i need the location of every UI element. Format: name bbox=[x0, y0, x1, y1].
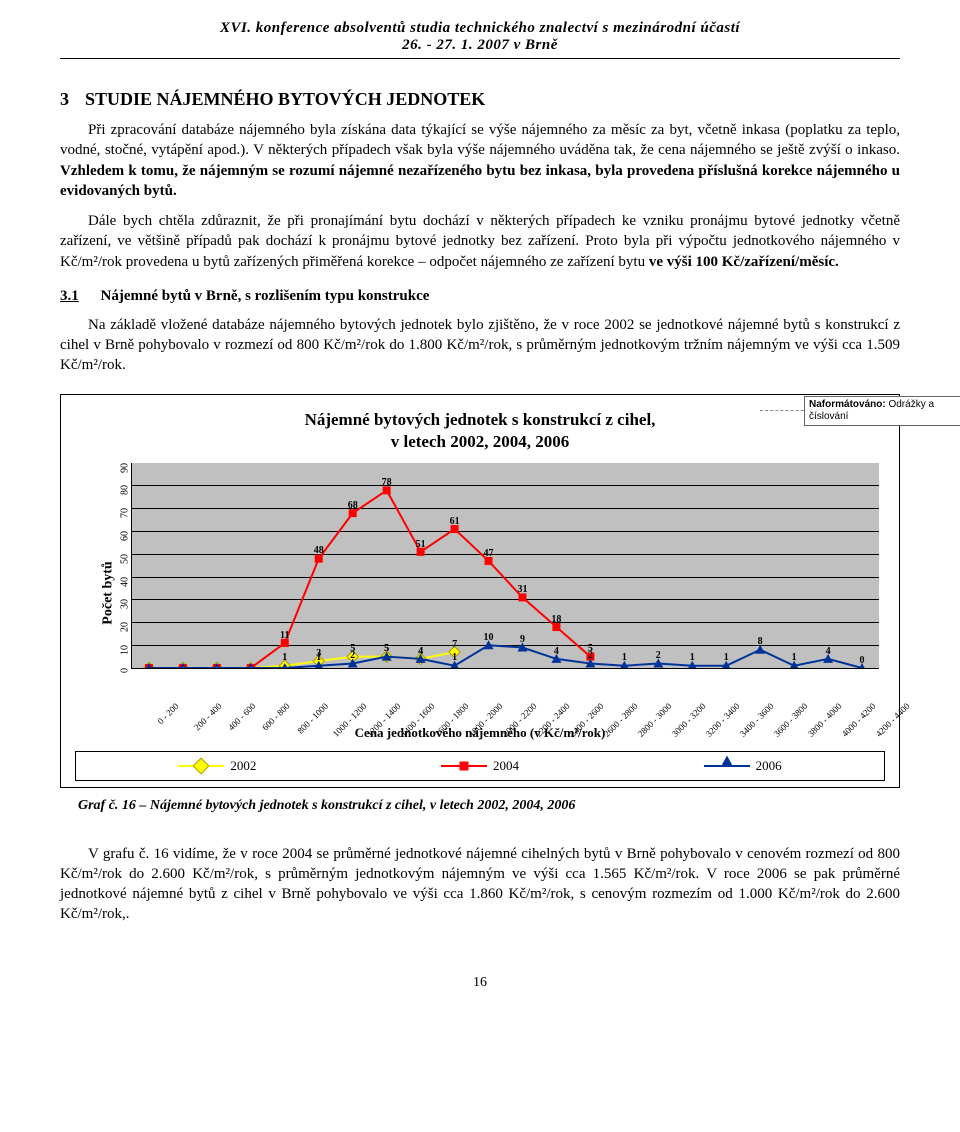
p1-bold: Vzhledem k tomu, že nájemným se rozumí n… bbox=[60, 163, 900, 199]
x-tick-label: 0 - 200 bbox=[155, 701, 180, 726]
page-number: 16 bbox=[60, 975, 900, 991]
paragraph-3: Na základě vložené databáze nájemného by… bbox=[60, 315, 900, 376]
data-label: 5 bbox=[384, 643, 389, 654]
data-label: 1 bbox=[724, 652, 729, 663]
legend-item-2006: 2006 bbox=[704, 758, 782, 774]
data-label: 1 bbox=[622, 652, 627, 663]
legend-swatch-2004 bbox=[441, 765, 487, 767]
page-header: XVI. konference absolventů studia techni… bbox=[60, 20, 900, 59]
diamond-icon bbox=[193, 757, 210, 774]
data-label: 31 bbox=[517, 584, 527, 595]
paragraph-after-chart: V grafu č. 16 vidíme, že v roce 2004 se … bbox=[60, 844, 900, 925]
subsection-title: Nájemné bytů v Brně, s rozlišením typu k… bbox=[101, 288, 430, 304]
data-label: 1 bbox=[316, 652, 321, 663]
data-label: 4 bbox=[554, 646, 559, 657]
chart-legend: 2002 2004 2006 bbox=[75, 751, 885, 781]
chart-title-l1: Nájemné bytových jednotek s konstrukcí z… bbox=[305, 410, 656, 429]
header-line2: 26. - 27. 1. 2007 v Brně bbox=[402, 37, 558, 53]
legend-label-2004: 2004 bbox=[493, 758, 519, 774]
data-label: 1 bbox=[452, 652, 457, 663]
comment-box: Naformátováno: Odrážky a číslování bbox=[804, 396, 960, 426]
chart-frame: Počet bytů 13554711486878516147311851254… bbox=[111, 463, 879, 723]
data-label: 2 bbox=[588, 650, 593, 661]
triangle-icon bbox=[721, 755, 733, 766]
data-label: 2 bbox=[350, 650, 355, 661]
y-tick-label: 20 bbox=[120, 622, 131, 632]
chart-caption: Graf č. 16 – Nájemné bytových jednotek s… bbox=[60, 798, 900, 814]
data-label: 1 bbox=[690, 652, 695, 663]
chart-title: Nájemné bytových jednotek s konstrukcí z… bbox=[75, 409, 885, 453]
legend-label-2002: 2002 bbox=[230, 758, 256, 774]
x-tick-label: 4200 - 4400 bbox=[874, 701, 912, 739]
comment-label: Naformátováno: bbox=[809, 399, 886, 410]
y-tick-label: 0 bbox=[120, 668, 131, 673]
section-number: 3 bbox=[60, 89, 69, 110]
legend-swatch-2006 bbox=[704, 765, 750, 767]
chart-title-l2: v letech 2002, 2004, 2006 bbox=[391, 432, 569, 451]
data-label: 48 bbox=[314, 545, 324, 556]
legend-item-2004: 2004 bbox=[441, 758, 519, 774]
data-label: 2 bbox=[656, 650, 661, 661]
section-heading: 3 STUDIE NÁJEMNÉHO BYTOVÝCH JEDNOTEK bbox=[60, 89, 900, 110]
data-label: 1 bbox=[282, 652, 287, 663]
y-tick-label: 80 bbox=[120, 485, 131, 495]
data-label: 11 bbox=[280, 630, 289, 641]
p2-bold: ve výši 100 Kč/zařízení/měsíc. bbox=[649, 254, 839, 270]
data-label: 18 bbox=[551, 614, 561, 625]
subsection-number: 3.1 bbox=[60, 288, 79, 304]
data-label: 1 bbox=[792, 652, 797, 663]
y-axis-label: Počet bytů bbox=[101, 561, 117, 624]
chart-container: Nájemné bytových jednotek s konstrukcí z… bbox=[60, 394, 900, 788]
data-label: 4 bbox=[826, 646, 831, 657]
section-title: STUDIE NÁJEMNÉHO BYTOVÝCH JEDNOTEK bbox=[85, 89, 485, 110]
data-label: 4 bbox=[418, 646, 423, 657]
legend-label-2006: 2006 bbox=[756, 758, 782, 774]
plot-area: 1355471148687851614731185125411094212118… bbox=[131, 463, 879, 669]
data-label: 9 bbox=[520, 634, 525, 645]
data-label: 68 bbox=[348, 500, 358, 511]
data-label: 78 bbox=[382, 477, 392, 488]
subsection-heading: 3.1 Nájemné bytů v Brně, s rozlišením ty… bbox=[60, 288, 900, 305]
data-label: 61 bbox=[450, 516, 460, 527]
y-tick-label: 40 bbox=[120, 577, 131, 587]
x-ticks: 0 - 200200 - 400400 - 600600 - 800800 - … bbox=[131, 669, 879, 723]
y-tick-label: 90 bbox=[120, 463, 131, 473]
y-tick-label: 30 bbox=[120, 599, 131, 609]
data-label: 10 bbox=[484, 632, 494, 643]
data-label: 0 bbox=[860, 655, 865, 666]
data-label: 51 bbox=[416, 539, 426, 550]
y-tick-label: 10 bbox=[120, 645, 131, 655]
legend-item-2002: 2002 bbox=[178, 758, 256, 774]
data-label: 47 bbox=[484, 548, 494, 559]
header-line1: XVI. konference absolventů studia techni… bbox=[220, 20, 740, 36]
y-tick-label: 70 bbox=[120, 508, 131, 518]
square-icon bbox=[459, 761, 468, 770]
legend-swatch-2002 bbox=[178, 765, 224, 767]
y-tick-label: 50 bbox=[120, 554, 131, 564]
data-label: 8 bbox=[758, 636, 763, 647]
y-tick-label: 60 bbox=[120, 531, 131, 541]
paragraph-1: Při zpracování databáze nájemného byla z… bbox=[60, 120, 900, 201]
paragraph-2: Dále bych chtěla zdůraznit, že při prona… bbox=[60, 211, 900, 272]
p1-plain: Při zpracování databáze nájemného byla z… bbox=[60, 122, 900, 158]
data-label: 7 bbox=[452, 639, 457, 650]
